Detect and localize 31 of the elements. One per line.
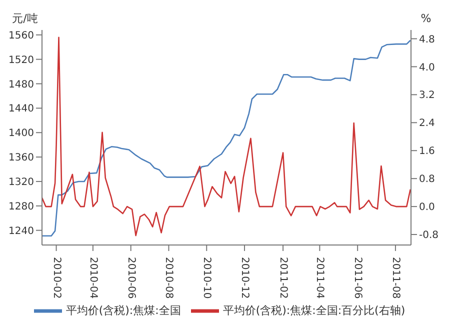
y2-tick-label: 3.2 (419, 90, 435, 102)
y-tick-label: 1320 (8, 177, 34, 188)
legend-label: 平均价(含税):焦煤:全国:百分比(右轴) (222, 304, 406, 318)
y2-axis-title: % (420, 12, 432, 25)
y-tick-label: 1400 (8, 128, 34, 140)
y-tick-label: 1440 (8, 104, 34, 115)
y-tick-label: 1360 (8, 152, 34, 164)
y2-tick-label: 0.8 (419, 174, 435, 186)
x-tick-label: 2011-06 (352, 257, 364, 299)
x-tick-label: 2011-02 (278, 257, 289, 299)
y-tick-label: 1240 (8, 226, 34, 237)
y-tick-label: 1480 (8, 79, 34, 90)
y2-tick-label: 1.6 (419, 146, 435, 158)
y2-tick-label: 4.0 (419, 62, 435, 74)
x-tick-label: 2010-04 (87, 257, 98, 299)
x-tick-label: 2010-06 (125, 257, 136, 299)
y2-tick-label: 0.0 (419, 202, 435, 214)
y2-tick-label: -0.8 (419, 230, 439, 242)
y-tick-label: 1560 (8, 30, 34, 42)
x-tick-label: 2011-04 (314, 257, 326, 299)
x-tick-label: 2010-08 (163, 257, 174, 299)
y-tick-label: 1280 (8, 201, 34, 212)
x-tick-label: 2010-02 (50, 257, 62, 299)
x-tick-label: 2010-10 (201, 257, 212, 299)
y2-tick-label: 4.8 (419, 34, 435, 46)
y-axis-title: 元/吨 (12, 12, 38, 25)
y-tick-label: 1520 (8, 54, 34, 66)
x-tick-label: 2010-12 (239, 257, 250, 299)
y2-tick-label: 2.4 (419, 118, 435, 130)
legend-label: 平均价(含税):焦煤:全国 (66, 304, 181, 318)
x-tick-label: 2011-08 (390, 257, 401, 299)
